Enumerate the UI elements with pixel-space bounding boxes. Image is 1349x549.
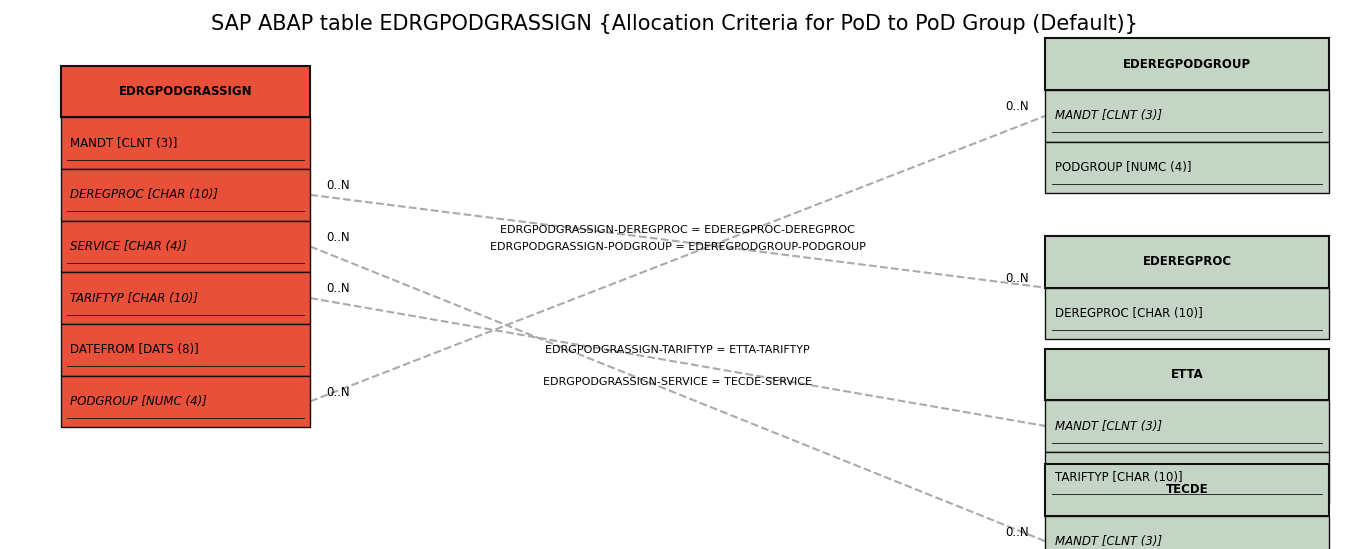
Text: EDRGPODGRASSIGN: EDRGPODGRASSIGN — [119, 85, 252, 98]
Text: EDEREGPROC: EDEREGPROC — [1143, 255, 1232, 268]
Text: ETTA: ETTA — [1171, 368, 1203, 381]
FancyBboxPatch shape — [1045, 400, 1329, 452]
Text: TECDE: TECDE — [1166, 483, 1209, 496]
FancyBboxPatch shape — [1045, 516, 1329, 549]
FancyBboxPatch shape — [61, 272, 310, 324]
Text: 0..N: 0..N — [326, 385, 351, 399]
Text: 0..N: 0..N — [1005, 100, 1029, 113]
Text: EDRGPODGRASSIGN-PODGROUP = EDEREGPODGROUP-PODGROUP: EDRGPODGRASSIGN-PODGROUP = EDEREGPODGROU… — [490, 242, 866, 252]
FancyBboxPatch shape — [61, 66, 310, 117]
Text: MANDT [CLNT (3)]: MANDT [CLNT (3)] — [1055, 109, 1161, 122]
Text: EDRGPODGRASSIGN-SERVICE = TECDE-SERVICE: EDRGPODGRASSIGN-SERVICE = TECDE-SERVICE — [544, 377, 812, 388]
FancyBboxPatch shape — [1045, 452, 1329, 503]
Text: 0..N: 0..N — [1005, 525, 1029, 539]
Text: MANDT [CLNT (3)]: MANDT [CLNT (3)] — [1055, 419, 1161, 433]
Text: PODGROUP [NUMC (4)]: PODGROUP [NUMC (4)] — [1055, 161, 1191, 174]
Text: 0..N: 0..N — [326, 282, 351, 295]
FancyBboxPatch shape — [1045, 464, 1329, 516]
FancyBboxPatch shape — [61, 376, 310, 427]
Text: 0..N: 0..N — [1005, 272, 1029, 285]
Text: 0..N: 0..N — [326, 231, 351, 244]
FancyBboxPatch shape — [1045, 288, 1329, 339]
Text: PODGROUP [NUMC (4)]: PODGROUP [NUMC (4)] — [70, 395, 206, 408]
Text: EDEREGPODGROUP: EDEREGPODGROUP — [1124, 58, 1251, 71]
Text: MANDT [CLNT (3)]: MANDT [CLNT (3)] — [70, 137, 178, 150]
Text: SERVICE [CHAR (4)]: SERVICE [CHAR (4)] — [70, 240, 188, 253]
Text: 0..N: 0..N — [326, 179, 351, 192]
Text: EDRGPODGRASSIGN-DEREGPROC = EDEREGPROC-DEREGPROC: EDRGPODGRASSIGN-DEREGPROC = EDEREGPROC-D… — [500, 225, 855, 235]
Text: TARIFTYP [CHAR (10)]: TARIFTYP [CHAR (10)] — [70, 292, 198, 305]
Text: MANDT [CLNT (3)]: MANDT [CLNT (3)] — [1055, 535, 1161, 548]
Text: DEREGPROC [CHAR (10)]: DEREGPROC [CHAR (10)] — [70, 188, 219, 201]
FancyBboxPatch shape — [61, 324, 310, 376]
Text: EDRGPODGRASSIGN-TARIFTYP = ETTA-TARIFTYP: EDRGPODGRASSIGN-TARIFTYP = ETTA-TARIFTYP — [545, 345, 811, 356]
FancyBboxPatch shape — [61, 169, 310, 221]
Text: DATEFROM [DATS (8)]: DATEFROM [DATS (8)] — [70, 343, 198, 356]
FancyBboxPatch shape — [1045, 38, 1329, 90]
FancyBboxPatch shape — [61, 117, 310, 169]
Text: DEREGPROC [CHAR (10)]: DEREGPROC [CHAR (10)] — [1055, 307, 1203, 320]
FancyBboxPatch shape — [1045, 142, 1329, 193]
FancyBboxPatch shape — [61, 221, 310, 272]
FancyBboxPatch shape — [1045, 90, 1329, 142]
Text: SAP ABAP table EDRGPODGRASSIGN {Allocation Criteria for PoD to PoD Group (Defaul: SAP ABAP table EDRGPODGRASSIGN {Allocati… — [210, 14, 1139, 33]
FancyBboxPatch shape — [1045, 349, 1329, 400]
Text: TARIFTYP [CHAR (10)]: TARIFTYP [CHAR (10)] — [1055, 471, 1183, 484]
FancyBboxPatch shape — [1045, 236, 1329, 288]
